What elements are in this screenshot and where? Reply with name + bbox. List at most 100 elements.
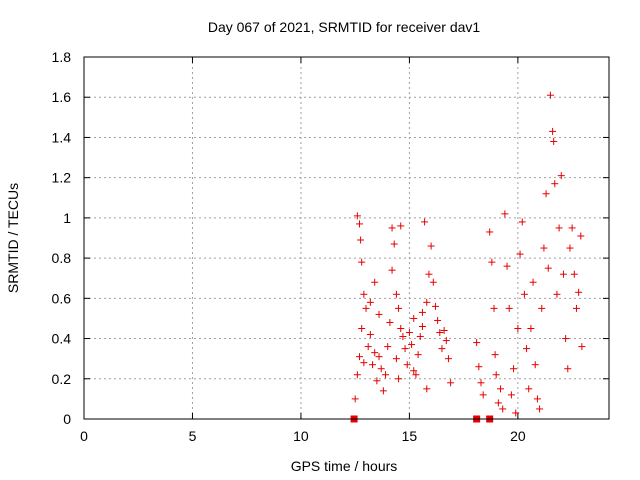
data-point bbox=[544, 264, 552, 272]
data-point bbox=[549, 127, 557, 135]
data-point bbox=[395, 375, 403, 383]
data-point bbox=[392, 355, 400, 363]
y-tick-label: 0 bbox=[63, 411, 71, 427]
data-point bbox=[362, 304, 370, 312]
data-point bbox=[356, 220, 364, 228]
data-point bbox=[514, 325, 522, 332]
data-point bbox=[533, 395, 541, 403]
data-point bbox=[497, 385, 505, 393]
y-tick-label: 1.6 bbox=[52, 89, 72, 105]
y-tick-label: 0.8 bbox=[52, 250, 72, 266]
data-point bbox=[479, 391, 487, 399]
data-point bbox=[360, 290, 368, 298]
data-point bbox=[399, 333, 407, 341]
data-point bbox=[568, 224, 576, 232]
data-point bbox=[418, 308, 426, 316]
data-point bbox=[570, 270, 578, 278]
y-tick-label: 1.2 bbox=[52, 170, 72, 186]
data-point bbox=[364, 343, 372, 351]
data-point bbox=[518, 218, 526, 226]
data-point bbox=[492, 371, 500, 379]
data-point bbox=[577, 232, 585, 240]
data-point bbox=[384, 343, 392, 351]
plot-frame bbox=[83, 56, 610, 420]
data-point bbox=[444, 355, 452, 363]
data-point bbox=[442, 337, 450, 345]
data-point bbox=[553, 290, 561, 298]
data-point bbox=[375, 353, 383, 361]
data-point bbox=[525, 385, 533, 393]
data-point bbox=[371, 278, 379, 286]
data-point bbox=[499, 405, 507, 413]
data-point bbox=[410, 367, 418, 375]
data-point bbox=[578, 343, 586, 351]
data-point bbox=[414, 351, 422, 359]
data-point bbox=[520, 290, 528, 298]
y-tick-label: 1.8 bbox=[52, 49, 72, 65]
data-point bbox=[408, 341, 416, 349]
data-point bbox=[540, 244, 548, 252]
data-point bbox=[360, 359, 368, 367]
data-point bbox=[473, 339, 481, 347]
data-point bbox=[375, 310, 383, 318]
x-tick-label: 0 bbox=[80, 428, 88, 444]
data-point bbox=[427, 242, 435, 250]
data-point bbox=[366, 331, 374, 339]
data-point bbox=[505, 304, 513, 312]
data-point bbox=[477, 379, 485, 387]
data-point bbox=[403, 361, 411, 369]
data-point bbox=[416, 333, 424, 341]
data-point bbox=[512, 409, 520, 417]
data-point bbox=[575, 288, 583, 296]
data-point bbox=[550, 137, 558, 145]
data-point bbox=[366, 298, 374, 306]
data-point bbox=[357, 236, 365, 244]
x-tick-label: 20 bbox=[510, 428, 526, 444]
y-axis-label: SRMTID / TECUs bbox=[5, 183, 21, 293]
data-point bbox=[351, 395, 359, 403]
data-point bbox=[423, 298, 431, 306]
data-point bbox=[405, 329, 413, 337]
data-point bbox=[562, 335, 570, 343]
data-point bbox=[564, 365, 572, 373]
data-point bbox=[440, 327, 448, 335]
data-point bbox=[447, 379, 455, 387]
data-point bbox=[392, 290, 400, 298]
data-point bbox=[421, 218, 429, 226]
x-tick-label: 5 bbox=[189, 428, 197, 444]
x-tick-label: 10 bbox=[293, 428, 309, 444]
data-point bbox=[353, 212, 361, 220]
data-point bbox=[501, 210, 509, 218]
data-point bbox=[382, 371, 390, 379]
data-point bbox=[527, 325, 535, 332]
data-point bbox=[390, 240, 398, 248]
data-point bbox=[423, 385, 431, 393]
y-tick-label: 0.4 bbox=[52, 331, 72, 347]
data-point bbox=[438, 345, 446, 353]
data-point bbox=[546, 91, 554, 99]
data-point bbox=[379, 387, 387, 395]
data-point bbox=[434, 316, 442, 324]
data-point bbox=[425, 270, 433, 278]
x-axis: 0 5 10 15 20 bbox=[80, 57, 526, 444]
x-axis-label: GPS time / hours bbox=[291, 458, 398, 474]
data-point bbox=[494, 399, 502, 407]
data-point bbox=[418, 322, 426, 330]
data-point bbox=[436, 329, 444, 337]
data-point bbox=[572, 304, 580, 312]
data-point bbox=[401, 345, 409, 353]
data-point bbox=[371, 349, 379, 357]
data-point bbox=[507, 391, 515, 399]
data-point bbox=[388, 224, 396, 232]
y-tick-label: 0.2 bbox=[52, 371, 72, 387]
data-point bbox=[356, 353, 364, 361]
y-tick-label: 1 bbox=[63, 210, 71, 226]
data-point bbox=[542, 190, 550, 198]
data-point bbox=[397, 222, 405, 230]
data-point bbox=[358, 325, 366, 332]
y-tick-label: 1.4 bbox=[52, 129, 72, 145]
data-point bbox=[559, 270, 567, 278]
data-point bbox=[429, 278, 437, 286]
data-point bbox=[488, 258, 496, 266]
data-point bbox=[491, 351, 499, 359]
